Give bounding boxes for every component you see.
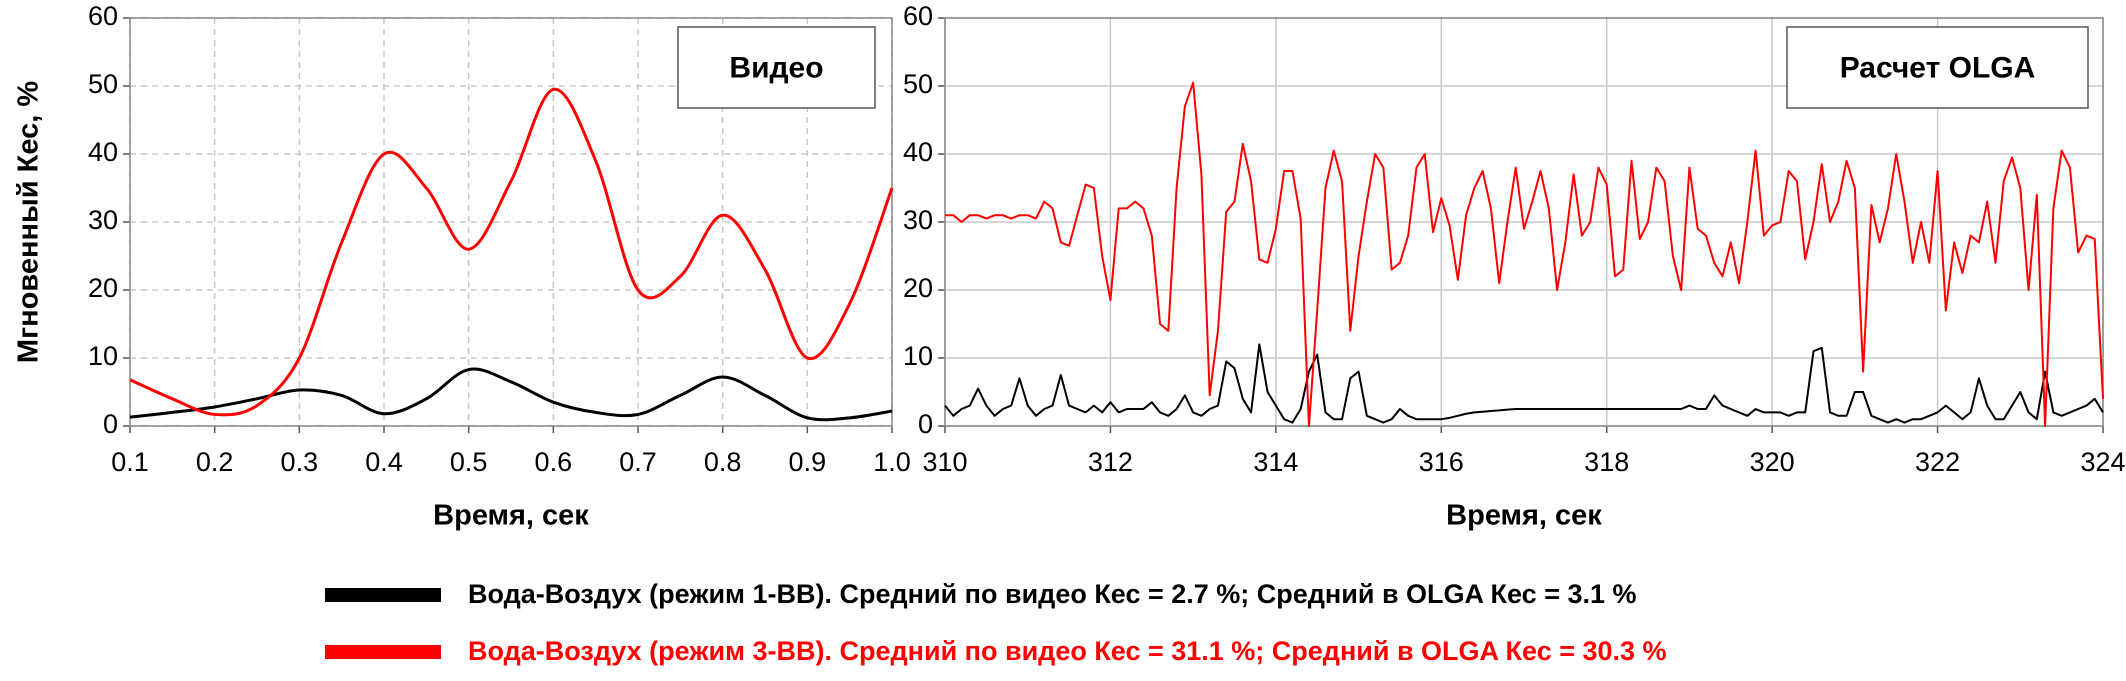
y-tick-label: 30 — [88, 205, 118, 235]
x-tick-label: 0.5 — [450, 447, 488, 477]
legend-marker — [325, 588, 441, 602]
y-axis-title: Мгновенный Кес, % — [13, 81, 45, 363]
x-tick-label: 0.3 — [281, 447, 319, 477]
legend: Вода-Воздух (режим 1-ВВ). Средний по вид… — [325, 579, 1667, 666]
y-tick-label: 50 — [88, 69, 118, 99]
y-tick-label: 20 — [903, 273, 933, 303]
annotation-box — [1786, 26, 2089, 109]
subplot: 0 10 20 30 40 50 60 0.1 0.2 0.3 0.4 0.5 0.6 0.7 0.8 0.9… — [13, 1, 911, 532]
annotation-box — [677, 26, 876, 109]
y-tick-label: 60 — [88, 1, 118, 31]
x-tick-label: 0.1 — [111, 447, 149, 477]
subplot: 0 10 20 30 40 50 60 310 312 314 316 318 320 322 324 Рас… — [903, 1, 2126, 532]
y-tick-label: 50 — [903, 69, 933, 99]
x-tick-label: 312 — [1088, 447, 1133, 477]
x-tick-label: 310 — [922, 447, 967, 477]
x-axis-title: Время, сек — [1446, 500, 1602, 532]
x-tick-label: 318 — [1584, 447, 1629, 477]
x-tick-label: 0.9 — [789, 447, 827, 477]
y-tick-label: 40 — [903, 137, 933, 167]
series-line — [944, 343, 2104, 424]
x-tick-label: 322 — [1915, 447, 1960, 477]
y-tick-label: 60 — [903, 1, 933, 31]
x-tick-label: 0.4 — [365, 447, 403, 477]
legend-label: Вода-Воздух (режим 3-ВВ). Средний по вид… — [468, 636, 1667, 666]
legend-label: Вода-Воздух (режим 1-ВВ). Средний по вид… — [468, 579, 1637, 609]
y-tick-label: 10 — [88, 341, 118, 371]
legend-marker — [325, 645, 441, 659]
y-tick-label: 20 — [88, 273, 118, 303]
plot-frame — [944, 17, 2104, 427]
x-tick-label: 320 — [1750, 447, 1795, 477]
x-tick-label: 1.0 — [873, 447, 911, 477]
y-tick-label: 40 — [88, 137, 118, 167]
series-line — [945, 81, 2104, 427]
plot-frame — [129, 17, 893, 427]
x-tick-label: 0.6 — [535, 447, 573, 477]
x-axis-title: Время, сек — [433, 500, 589, 532]
x-tick-label: 324 — [2080, 447, 2125, 477]
y-tick-label: 0 — [103, 409, 118, 439]
x-tick-label: 0.7 — [619, 447, 657, 477]
series-line — [129, 87, 894, 417]
x-tick-label: 0.2 — [196, 447, 234, 477]
annotation: Расчет OLGA — [1840, 51, 2036, 84]
series-line — [129, 367, 893, 422]
y-tick-label: 0 — [918, 409, 933, 439]
y-tick-label: 10 — [903, 341, 933, 371]
annotation: Видео — [729, 51, 823, 84]
x-tick-label: 316 — [1419, 447, 1464, 477]
x-tick-label: 314 — [1253, 447, 1298, 477]
x-tick-label: 0.8 — [704, 447, 742, 477]
y-tick-label: 30 — [903, 205, 933, 235]
